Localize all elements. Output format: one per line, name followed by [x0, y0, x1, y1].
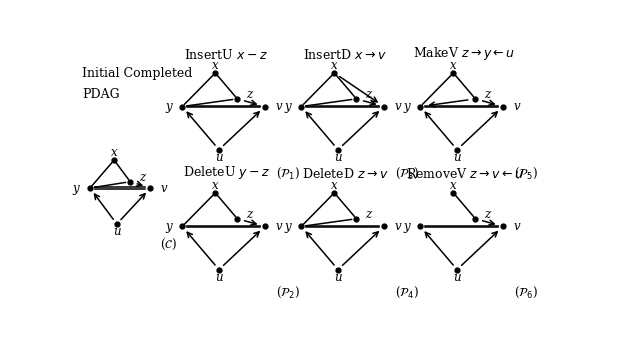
Text: y: y [165, 220, 172, 233]
Text: v: v [513, 220, 520, 233]
Text: InsertD $x\rightarrow v$: InsertD $x\rightarrow v$ [303, 47, 387, 62]
Text: DeleteD $z\rightarrow v$: DeleteD $z\rightarrow v$ [302, 167, 388, 181]
Text: y: y [284, 100, 291, 113]
Text: y: y [284, 220, 291, 233]
Text: z: z [139, 171, 145, 184]
Text: v: v [394, 220, 401, 233]
Text: v: v [513, 100, 520, 113]
Text: z: z [246, 88, 252, 101]
Text: u: u [334, 151, 342, 164]
Text: ($\mathcal{P}_2$): ($\mathcal{P}_2$) [276, 285, 300, 300]
Text: ($\mathcal{P}_3$): ($\mathcal{P}_3$) [396, 165, 419, 181]
Text: x: x [450, 179, 457, 192]
Text: y: y [403, 220, 410, 233]
Text: RemoveV $z\rightarrow v\leftarrow u$: RemoveV $z\rightarrow v\leftarrow u$ [406, 167, 524, 181]
Text: Initial Completed: Initial Completed [83, 67, 193, 80]
Text: x: x [212, 179, 219, 192]
Text: ($\mathcal{P}_1$): ($\mathcal{P}_1$) [276, 165, 300, 181]
Text: y: y [73, 182, 79, 194]
Text: ($\mathcal{P}_5$): ($\mathcal{P}_5$) [515, 165, 538, 181]
Text: z: z [246, 208, 252, 221]
Text: v: v [275, 100, 282, 113]
Text: u: u [334, 271, 342, 283]
Text: z: z [484, 208, 490, 221]
Text: ($\mathcal{P}_4$): ($\mathcal{P}_4$) [396, 285, 419, 300]
Text: x: x [331, 59, 338, 72]
Text: u: u [113, 225, 120, 238]
Text: x: x [111, 146, 117, 159]
Text: u: u [215, 271, 223, 283]
Text: u: u [453, 151, 461, 164]
Text: PDAG: PDAG [83, 88, 120, 101]
Text: x: x [331, 179, 338, 192]
Text: v: v [394, 100, 401, 113]
Text: z: z [365, 208, 371, 221]
Text: DeleteU $y-z$: DeleteU $y-z$ [182, 164, 270, 181]
Text: y: y [165, 100, 172, 113]
Text: MakeV $z\rightarrow y\leftarrow u$: MakeV $z\rightarrow y\leftarrow u$ [413, 45, 515, 62]
Text: u: u [453, 271, 461, 283]
Text: x: x [212, 59, 219, 72]
Text: z: z [484, 88, 490, 101]
Text: ($\mathcal{C}$): ($\mathcal{C}$) [159, 237, 177, 253]
Text: x: x [450, 59, 457, 72]
Text: u: u [215, 151, 223, 164]
Text: ($\mathcal{P}_6$): ($\mathcal{P}_6$) [515, 285, 538, 300]
Text: y: y [403, 100, 410, 113]
Text: v: v [275, 220, 282, 233]
Text: InsertU $x-z$: InsertU $x-z$ [184, 47, 268, 62]
Text: z: z [365, 88, 371, 101]
Text: v: v [161, 182, 168, 194]
